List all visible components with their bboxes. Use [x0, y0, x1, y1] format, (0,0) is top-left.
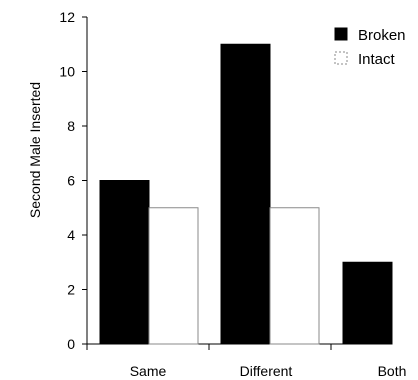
bar-broken-different [220, 43, 271, 345]
y-tick-label: 10 [59, 64, 75, 80]
y-tick-label: 6 [67, 173, 75, 189]
y-tick-label: 0 [67, 336, 75, 352]
bar-intact-different [269, 207, 320, 345]
y-tick-label: 2 [67, 282, 75, 298]
legend-label-intact: Intact [358, 51, 396, 68]
legend-swatch-broken [334, 27, 348, 41]
y-tick-label: 12 [59, 9, 75, 25]
legend: Broken Intact [334, 27, 406, 68]
x-category-label: Same [130, 363, 167, 379]
y-tick-label: 4 [67, 227, 75, 243]
category-labels: Same Different Both [130, 363, 407, 379]
bars [99, 43, 393, 345]
y-axis-title: Second Male Inserted [27, 82, 43, 218]
bar-intact-same [148, 207, 199, 345]
y-tick-label: 8 [67, 118, 75, 134]
legend-label-broken: Broken [358, 27, 406, 44]
x-category-label: Both [378, 363, 407, 379]
bar-broken-same [99, 180, 150, 345]
y-axis: 0 2 4 6 8 10 12 [59, 9, 88, 352]
legend-swatch-intact [334, 51, 348, 65]
bar-broken-both [342, 261, 393, 345]
x-category-label: Different [240, 363, 293, 379]
x-axis [86, 343, 392, 350]
